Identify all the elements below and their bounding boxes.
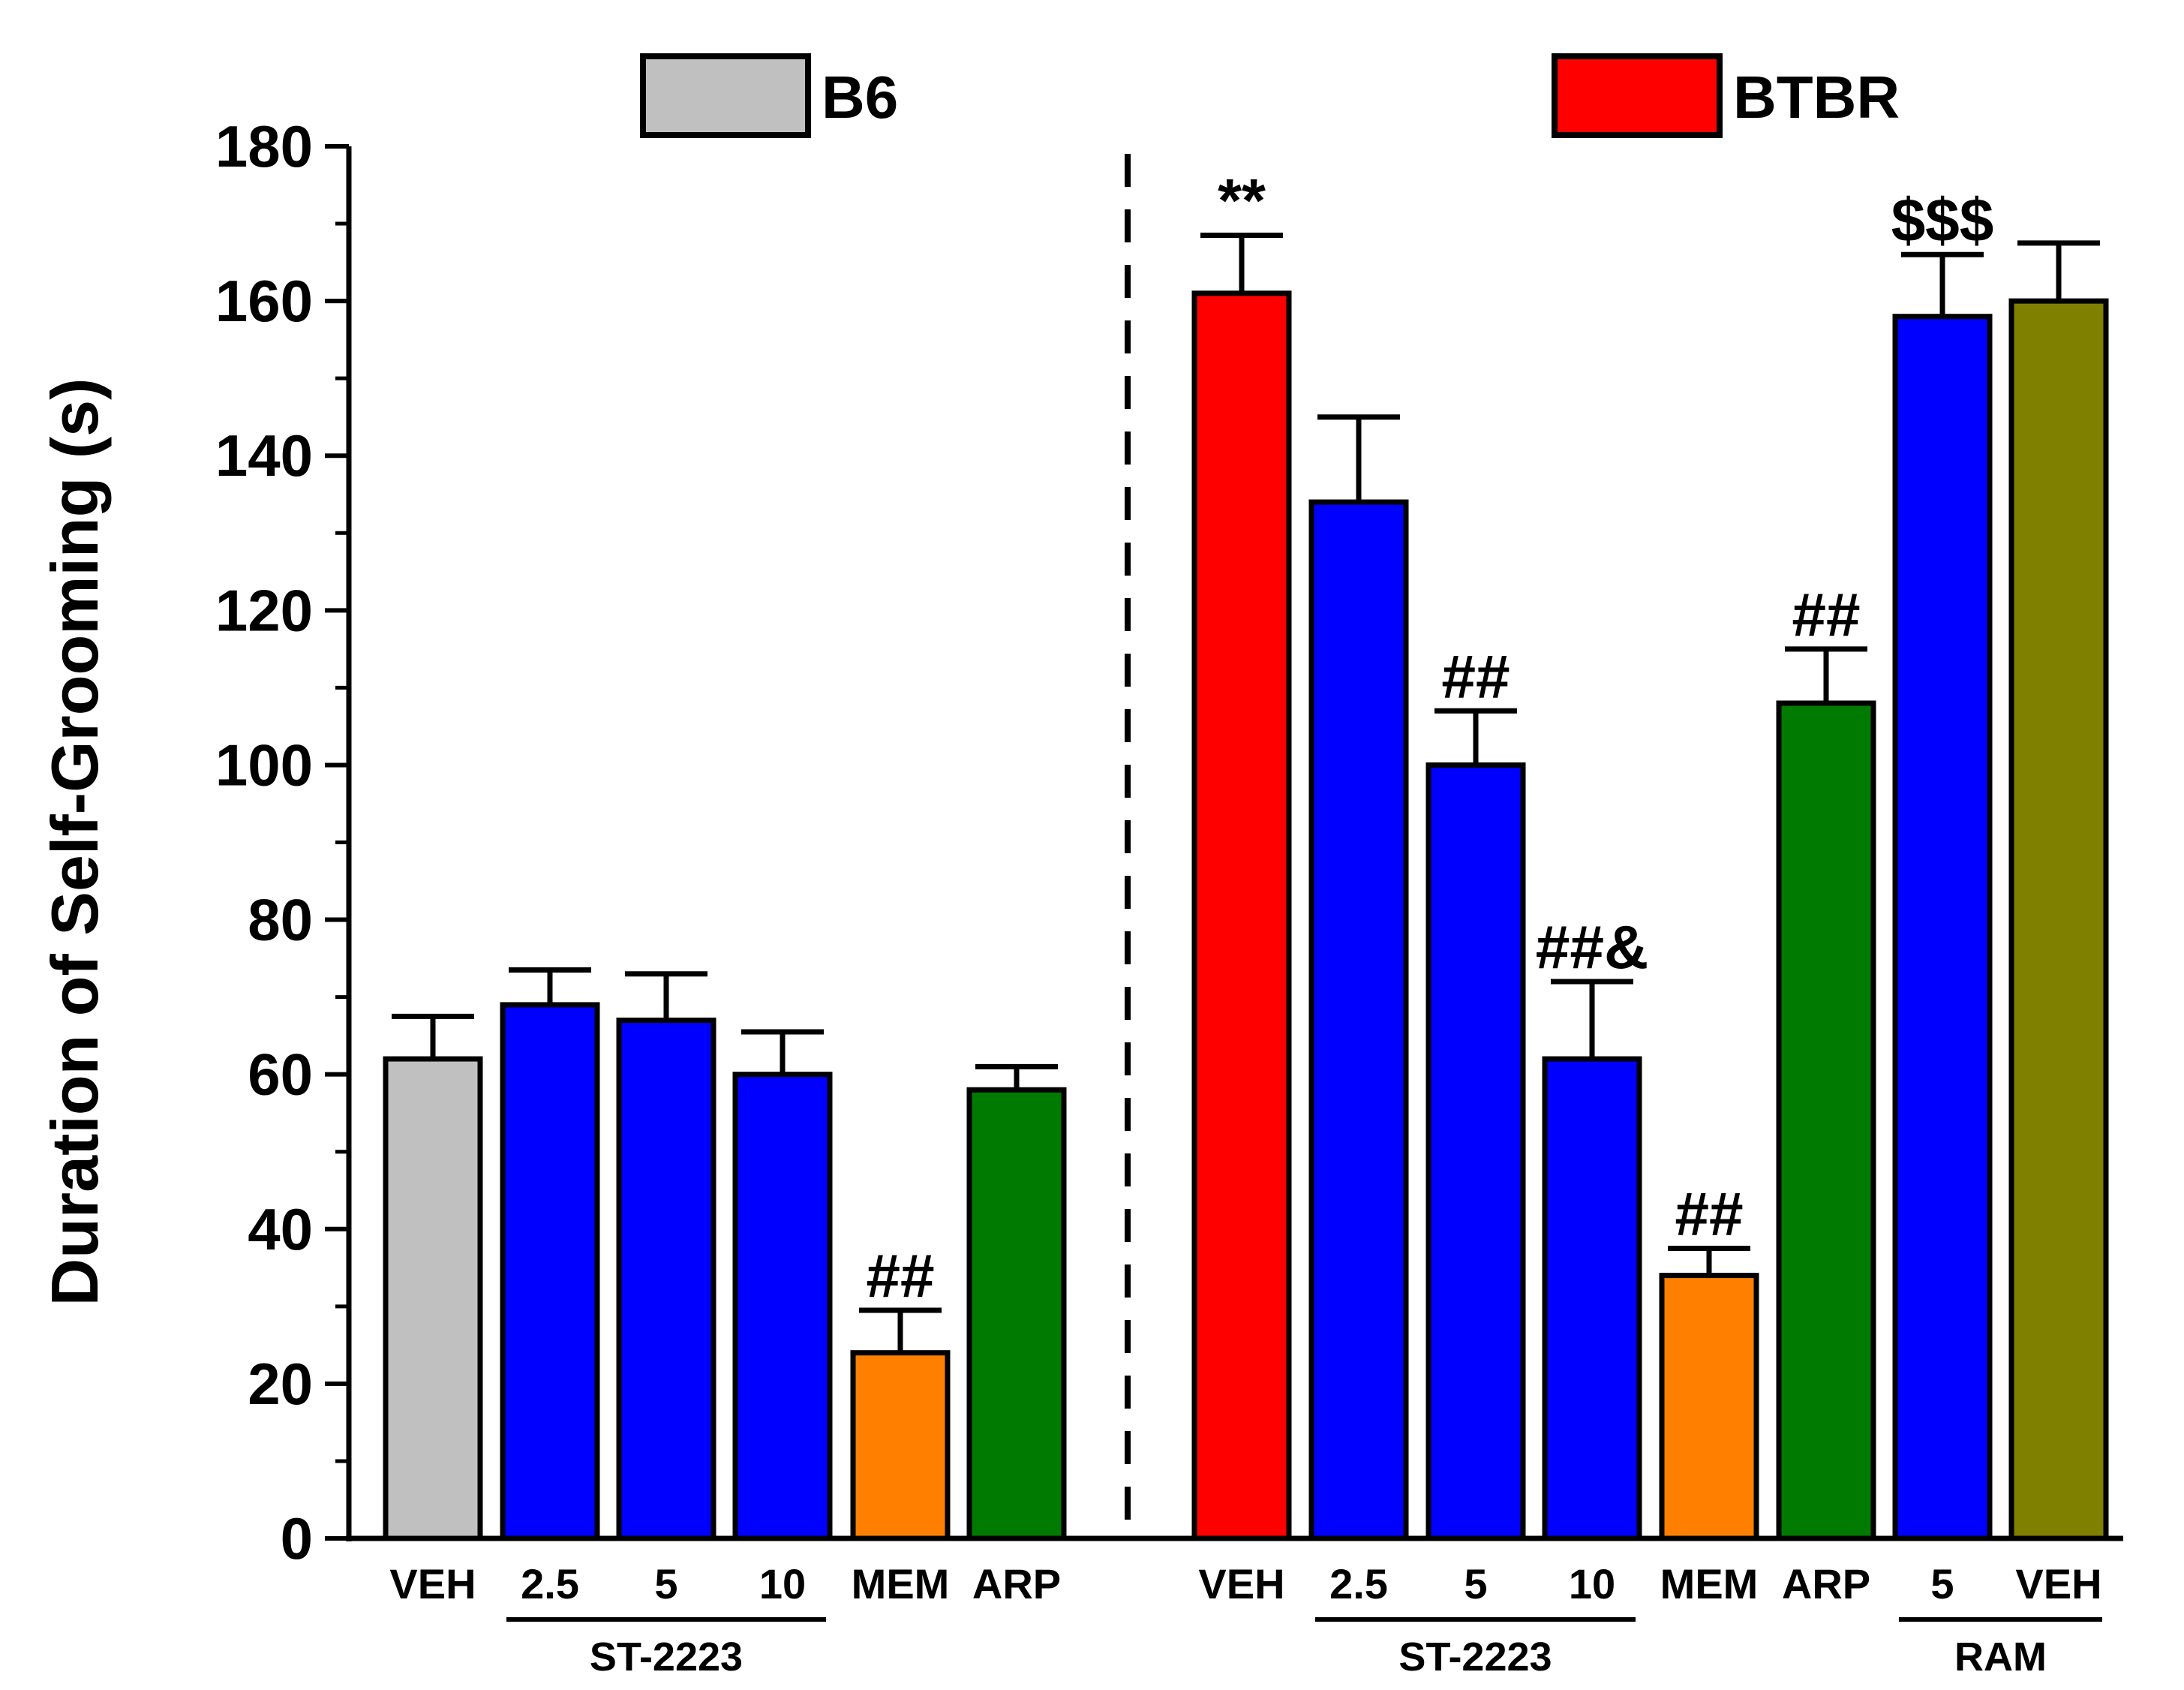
legend-swatch (1552, 53, 1723, 138)
significance-annotation: ## (1792, 581, 1860, 649)
labels: VEH 2.5 5 10 ## MEM ARP ** VEH 2.5 ## 5 ##& 10 ## MEM ##… (389, 167, 2102, 1679)
bar (1191, 290, 1292, 1541)
bar (1308, 499, 1409, 1541)
group-bracket-label: RAM (1954, 1634, 2047, 1679)
significance-annotation: $$$ (1891, 186, 1994, 254)
y-tick-label: 60 (248, 1042, 313, 1108)
significance-annotation: ## (1441, 642, 1510, 711)
y-tick-label: 100 (215, 732, 313, 798)
significance-annotation: ** (1218, 167, 1266, 236)
significance-annotation: ##& (1536, 913, 1648, 982)
x-category-label: 2.5 (521, 1560, 579, 1607)
x-category-label: 5 (1464, 1560, 1487, 1607)
x-category-label: MEM (852, 1560, 950, 1607)
bar (966, 1087, 1067, 1541)
y-tick-label: 180 (215, 113, 313, 179)
bar (500, 1002, 600, 1541)
y-tick-label: 160 (215, 268, 313, 334)
bar (1425, 762, 1526, 1541)
legend-label: BTBR (1733, 64, 1900, 131)
bar (732, 1072, 833, 1541)
x-category-label: 5 (654, 1560, 677, 1607)
x-category-label: 2.5 (1329, 1560, 1388, 1607)
group-bracket-label: ST-2223 (590, 1634, 743, 1679)
significance-annotation: ## (866, 1242, 934, 1310)
bar (616, 1018, 716, 1541)
bar (2008, 298, 2109, 1541)
bar (1892, 314, 1993, 1541)
x-category-label: VEH (2015, 1560, 2101, 1607)
legend-label: B6 (822, 64, 898, 131)
x-category-label: ARP (972, 1560, 1061, 1607)
bar (850, 1350, 951, 1541)
y-tick-label: 140 (215, 422, 313, 489)
x-category-label: VEH (1198, 1560, 1284, 1607)
bar (1659, 1273, 1759, 1541)
x-category-label: 10 (759, 1560, 806, 1607)
bar (1542, 1056, 1642, 1541)
y-axis-title: Duration of Self-Grooming (s) (38, 378, 112, 1307)
y-tick-label: 80 (248, 887, 313, 953)
error-bars (392, 233, 2100, 1353)
bar (383, 1056, 483, 1541)
x-category-label: MEM (1660, 1560, 1759, 1607)
y-tick-label: 20 (248, 1351, 313, 1417)
legend-swatch (640, 53, 811, 138)
x-category-label: 10 (1569, 1560, 1615, 1607)
group-bracket-label: ST-2223 (1398, 1634, 1552, 1679)
legend: B6 BTBR (640, 53, 1900, 138)
x-category-label: 5 (1930, 1560, 1954, 1607)
bars (383, 290, 2109, 1541)
significance-annotation: ## (1675, 1180, 1743, 1249)
y-tick-label: 0 (281, 1505, 313, 1571)
y-tick-label: 120 (215, 577, 313, 643)
y-tick-label: 40 (248, 1196, 313, 1262)
axes: 0 20 40 60 80 100 120 140 160 180 Duration of Self… (38, 113, 2123, 1571)
x-category-label: VEH (389, 1560, 476, 1607)
bar (1776, 700, 1876, 1541)
x-category-label: ARP (1782, 1560, 1870, 1607)
